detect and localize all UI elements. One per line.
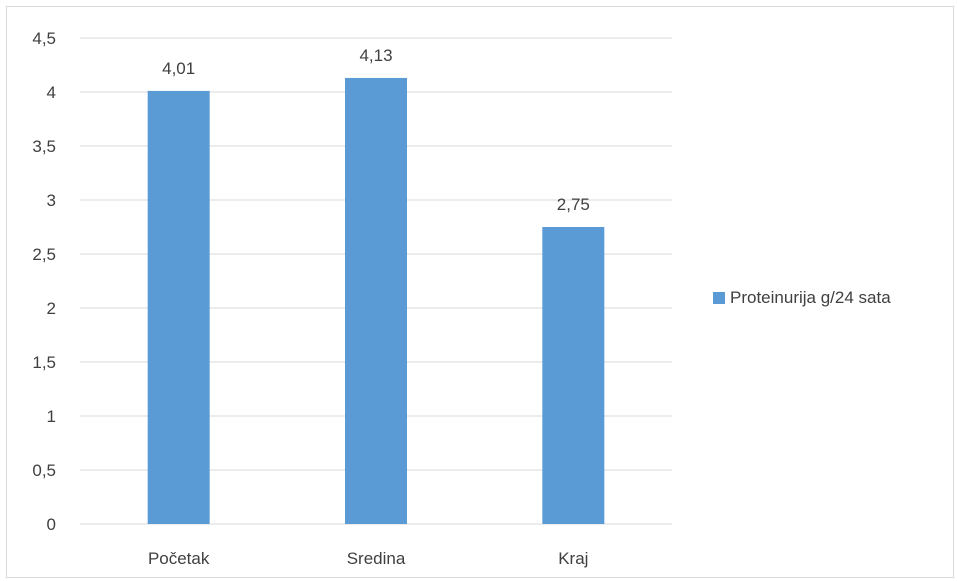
bar — [345, 77, 407, 525]
x-axis-tick-labels: Početak Sredina Kraj — [148, 549, 589, 568]
data-label: 4,01 — [162, 59, 195, 78]
y-axis-tick-labels: 0 0,5 1 1,5 2 2,5 3 3,5 4 4,5 — [32, 29, 56, 534]
y-tick-label: 4 — [47, 83, 56, 102]
data-label: 4,13 — [359, 46, 392, 65]
y-tick-label: 0,5 — [32, 461, 56, 480]
y-tick-label: 2,5 — [32, 245, 56, 264]
x-tick-label: Kraj — [558, 549, 588, 568]
x-tick-label: Sredina — [347, 549, 406, 568]
y-tick-label: 1,5 — [32, 353, 56, 372]
y-tick-label: 3 — [47, 191, 56, 210]
x-tick-label: Početak — [148, 549, 210, 568]
bar — [542, 227, 605, 524]
bar — [147, 90, 210, 525]
legend-swatch — [713, 292, 725, 304]
legend: Proteinurija g/24 sata — [713, 288, 891, 307]
y-tick-label: 3,5 — [32, 137, 56, 156]
legend-label: Proteinurija g/24 sata — [730, 288, 891, 307]
data-label: 2,75 — [557, 195, 590, 214]
y-tick-label: 1 — [47, 407, 56, 426]
y-tick-label: 4,5 — [32, 29, 56, 48]
bars — [147, 77, 605, 525]
data-labels: 4,01 4,13 2,75 — [162, 46, 590, 214]
y-tick-label: 0 — [47, 515, 56, 534]
y-tick-label: 2 — [47, 299, 56, 318]
